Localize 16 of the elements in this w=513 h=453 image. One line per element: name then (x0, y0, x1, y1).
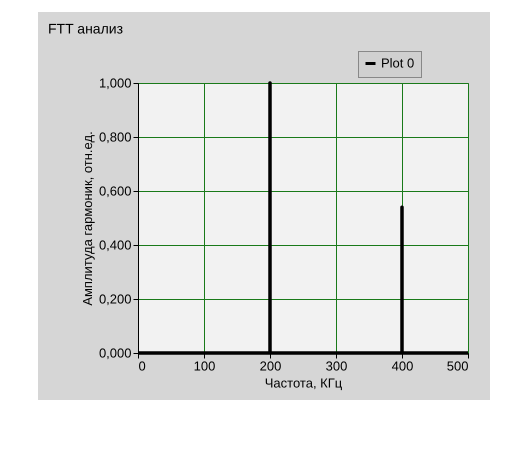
x-tick-label: 500 (446, 358, 468, 374)
legend-label: Plot 0 (381, 56, 414, 70)
y-tick-label: 1,000 (98, 76, 132, 90)
x-tick-label: 100 (194, 358, 216, 374)
x-axis-title: Частота, КГц (264, 376, 343, 390)
y-tick-label: 0,800 (98, 130, 132, 144)
y-axis-title: Амплитуда гармоник, отн.ед. (80, 131, 95, 306)
x-tick-label: 0 (138, 358, 146, 374)
x-tick-label: 200 (260, 358, 282, 374)
y-tick-label: 0,400 (98, 238, 132, 252)
chart-title: FTT анализ (48, 20, 124, 36)
y-tick-label: 0,600 (98, 184, 132, 198)
y-tick-label: 0,200 (98, 292, 132, 306)
x-tick-label: 300 (326, 358, 348, 374)
y-tick-label: 0,000 (98, 346, 132, 360)
x-tick-label: 400 (392, 358, 414, 374)
